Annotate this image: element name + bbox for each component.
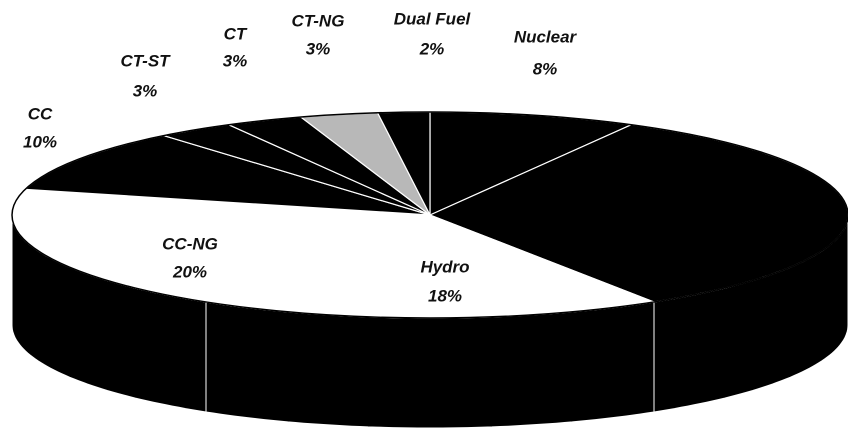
slice-label: CC-NG xyxy=(162,234,218,253)
slice-value-label: 3% xyxy=(223,51,248,70)
slice-label: CT-ST xyxy=(120,51,171,70)
slice-label: CT xyxy=(224,24,248,43)
slice-label: Nuclear xyxy=(514,27,578,46)
slice-label: CC xyxy=(28,104,53,123)
slice-value-label: 3% xyxy=(306,39,331,58)
slice-value-label: 3% xyxy=(133,81,158,100)
slice-value-label: 10% xyxy=(23,132,57,151)
slice-label: Dual Fuel xyxy=(394,9,472,28)
pie-outline xyxy=(11,111,848,319)
slice-value-label: 2% xyxy=(419,39,445,58)
slice-value-label: 20% xyxy=(172,262,207,281)
slice-value-label: 8% xyxy=(533,59,558,78)
slice-value-label: 18% xyxy=(428,286,462,305)
slice-label: Hydro xyxy=(420,257,469,276)
pie-side xyxy=(205,301,655,429)
slice-label: CT-NG xyxy=(292,11,345,30)
